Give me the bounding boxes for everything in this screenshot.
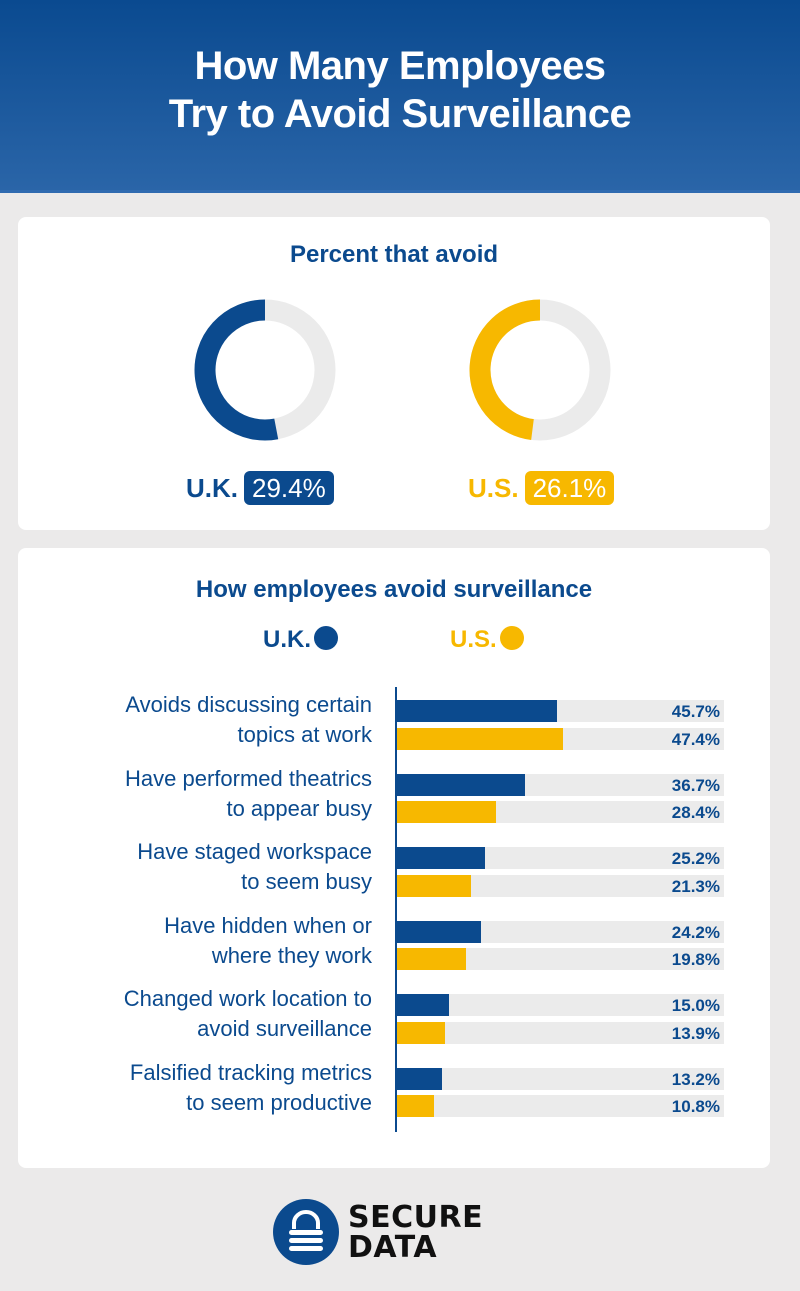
category-label: Changed work location to avoid surveillan… xyxy=(42,984,372,1044)
category-label-line: to appear busy xyxy=(226,795,372,821)
category-label-line: topics at work xyxy=(237,722,373,747)
category-label-line: where they work xyxy=(211,942,372,968)
bar-track: 10.8% xyxy=(396,1095,724,1117)
percent-card: Percent that avoid U.K. 29.4% U.S. 26.1% xyxy=(18,217,770,530)
us-badge: U.S. 26.1% xyxy=(468,471,615,505)
legend-us-dot xyxy=(499,626,524,650)
category-label-line: Falsified tracking metrics xyxy=(129,1059,372,1085)
us-bar xyxy=(396,948,466,970)
uk-value: 29.4% xyxy=(244,471,334,505)
legend-us: U.S. xyxy=(450,626,524,654)
bar-value-label: 10.8% xyxy=(671,1097,720,1116)
uk-label: U.K. xyxy=(186,473,238,503)
bar-track: 19.8% xyxy=(396,948,724,970)
bar-value-label: 13.2% xyxy=(671,1069,720,1089)
padlock-icon xyxy=(273,1199,339,1265)
bar-value-label: 25.2% xyxy=(671,849,720,868)
uk-bar xyxy=(396,994,449,1016)
methods-title: How employees avoid surveillance xyxy=(195,576,593,603)
category-label: Have performed theatrics to appear busy xyxy=(42,764,372,824)
bar-track: 13.2% xyxy=(396,1067,724,1090)
percent-title: Percent that avoid xyxy=(289,241,499,268)
uk-bar xyxy=(396,920,482,943)
title-line-1: How Many Employees xyxy=(194,44,606,88)
category-label-line: to seem productive xyxy=(186,1089,372,1115)
page-title: How Many Employees Try to Avoid Surveill… xyxy=(0,42,800,138)
category-label-line: to seem busy xyxy=(241,869,372,894)
us-bar xyxy=(396,1021,445,1044)
us-bar xyxy=(396,801,496,823)
us-donut-arc xyxy=(469,299,541,440)
bar-value-label: 36.7% xyxy=(671,775,720,795)
y-axis-line xyxy=(395,687,397,1132)
bar-track: 24.2% xyxy=(396,920,724,943)
us-bar xyxy=(396,1095,435,1117)
legend-us-label: U.S. xyxy=(450,626,497,653)
bar-value-label: 47.4% xyxy=(671,729,720,749)
category-label: Have staged workspace to seem busy xyxy=(42,837,372,897)
legend-uk-label: U.K. xyxy=(263,626,311,653)
category-label-line: Have staged workspace xyxy=(137,839,372,864)
header-banner: How Many Employees Try to Avoid Surveill… xyxy=(0,0,800,193)
logo-text: SECURE DATA xyxy=(348,1203,483,1263)
uk-bar xyxy=(396,700,557,722)
bar-track: 21.3% xyxy=(396,874,724,897)
bar-value-label: 28.4% xyxy=(671,803,720,822)
uk-bar xyxy=(396,847,485,869)
bar-track: 13.9% xyxy=(396,1021,724,1044)
logo-line-2: DATA xyxy=(348,1230,438,1265)
category-label-line: Changed work location to xyxy=(123,986,372,1011)
bar-value-label: 15.0% xyxy=(671,996,720,1015)
bar-value-label: 21.3% xyxy=(671,876,720,896)
bar-track: 45.7% xyxy=(396,700,724,722)
category-label-line: Avoids discussing certain xyxy=(125,692,372,717)
uk-bar xyxy=(396,773,526,796)
logo-line-1: SECURE xyxy=(348,1200,484,1235)
us-label: U.S. xyxy=(468,473,519,503)
uk-badge: U.K. 29.4% xyxy=(186,471,334,505)
bar-value-label: 45.7% xyxy=(671,702,720,721)
legend-uk-dot xyxy=(314,626,338,650)
us-value: 26.1% xyxy=(524,471,615,505)
bar-track: 28.4% xyxy=(396,801,724,823)
category-label: Falsified tracking metrics to seem produc… xyxy=(42,1058,372,1118)
bar-track: 15.0% xyxy=(396,994,724,1016)
title-line-2: Try to Avoid Surveillance xyxy=(168,92,632,136)
uk-bar xyxy=(396,1067,443,1090)
category-label-line: avoid surveillance xyxy=(197,1016,372,1041)
bar-track: 47.4% xyxy=(396,727,724,750)
legend-uk: U.K. xyxy=(263,626,338,654)
bar-track: 25.2% xyxy=(396,847,724,869)
us-bar xyxy=(396,727,563,750)
category-label-line: Have performed theatrics xyxy=(125,765,372,791)
uk-donut-arc xyxy=(194,299,279,441)
category-label-line: Have hidden when or xyxy=(164,912,372,938)
category-label: Have hidden when or where they work xyxy=(42,911,372,971)
bar-track: 36.7% xyxy=(396,773,724,796)
donut-charts xyxy=(194,299,611,441)
bar-value-label: 19.8% xyxy=(671,950,720,969)
category-label: Avoids discussing certain topics at work xyxy=(42,690,372,750)
bar-value-label: 13.9% xyxy=(671,1023,720,1043)
us-bar xyxy=(396,874,471,897)
bar-value-label: 24.2% xyxy=(671,922,720,942)
